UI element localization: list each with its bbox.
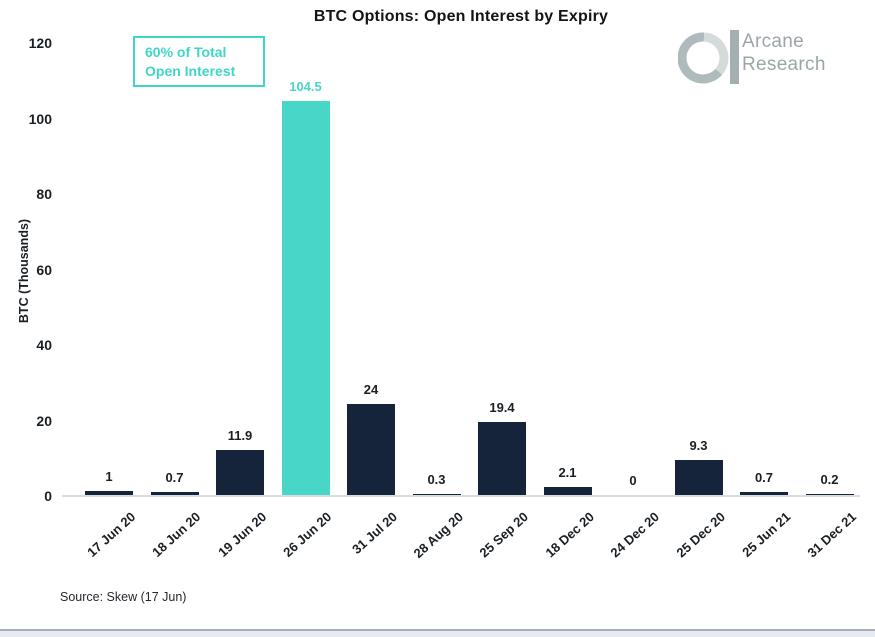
plot-area: 1 0.7 11.9 104.5 24 0.3 19.4 2.1 0 9.3 0.7 0.2 <box>62 44 860 497</box>
arcane-logo-text: Arcane Research <box>742 30 826 76</box>
x-tick-label: 31 Dec 21 <box>803 509 859 561</box>
bar-value-label: 0 <box>629 473 637 488</box>
x-tick-label: 25 Sep 20 <box>476 509 532 561</box>
y-tick-label: 0 <box>44 488 52 504</box>
bar-value-label: 11.9 <box>227 428 253 443</box>
arcane-logo-text-line1: Arcane <box>742 31 805 52</box>
arcane-logo-icon <box>678 30 739 84</box>
x-tick-label: 26 Jun 20 <box>280 509 335 560</box>
bar-31-jul-20 <box>347 404 395 495</box>
x-tick-label: 19 Jun 20 <box>214 509 270 560</box>
bar-19-jun-20 <box>216 450 264 495</box>
bar-26-jun-20 <box>281 101 330 495</box>
source-note: Source: Skew (17 Jun) <box>60 590 187 604</box>
x-axis: 17 Jun 20 18 Jun 20 19 Jun 20 26 Jun 20 31 J… <box>62 499 860 579</box>
y-tick-label: 40 <box>36 337 52 353</box>
y-tick-label: 100 <box>28 110 52 127</box>
bar-value-label: 2.1 <box>558 465 577 480</box>
bar-31-dec-21 <box>805 494 854 495</box>
bar-value-label: 19.4 <box>489 400 515 415</box>
annotation-line1: 60% of Total <box>145 44 227 60</box>
bottom-divider <box>0 629 875 637</box>
bar-value-label: 0.2 <box>820 472 839 487</box>
arcane-logo-text-line2: Research <box>742 54 826 75</box>
x-tick-label: 18 Dec 20 <box>541 509 597 561</box>
x-tick-label: 25 Dec 20 <box>672 509 728 561</box>
x-tick-label: 25 Jun 21 <box>738 509 794 560</box>
chart-title: BTC Options: Open Interest by Expiry <box>313 8 609 25</box>
bar-25-sep-20 <box>478 422 526 495</box>
bar-value-label: 0.7 <box>165 470 184 485</box>
bar-value-label: 1 <box>105 469 113 484</box>
y-tick-label: 20 <box>36 412 52 429</box>
bar-28-aug-20 <box>412 494 461 495</box>
bar-value-label: 104.5 <box>289 79 322 94</box>
bar-value-label: 9.3 <box>689 438 708 453</box>
y-tick-label: 80 <box>36 186 52 202</box>
bar-25-dec-20 <box>674 460 723 495</box>
x-tick-label: 17 Jun 20 <box>83 509 139 560</box>
bar-17-jun-20 <box>85 491 133 495</box>
y-axis: 0 20 40 60 80 100 120 <box>0 35 54 504</box>
x-tick-label: 24 Dec 20 <box>607 509 663 561</box>
y-tick-label: 60 <box>36 261 52 278</box>
x-tick-label: 28 Aug 20 <box>410 509 466 561</box>
bar-value-label: 0.7 <box>754 470 774 485</box>
bar-18-jun-20 <box>150 492 199 495</box>
x-tick-label: 31 Jul 20 <box>349 509 401 557</box>
bar-value-label: 0.3 <box>427 472 446 487</box>
bar-25-jun-21 <box>740 492 788 495</box>
y-tick-label: 120 <box>28 35 52 51</box>
annotation-callout: 60% of Total Open Interest <box>133 36 265 87</box>
arcane-research-logo: Arcane Research <box>678 28 858 84</box>
x-tick-label: 18 Jun 20 <box>149 509 204 560</box>
bar-value-label: 24 <box>363 382 379 397</box>
y-axis-title: BTC (Thousands) <box>17 218 31 324</box>
bar-18-dec-20 <box>543 487 592 495</box>
annotation-line2: Open Interest <box>145 63 236 79</box>
